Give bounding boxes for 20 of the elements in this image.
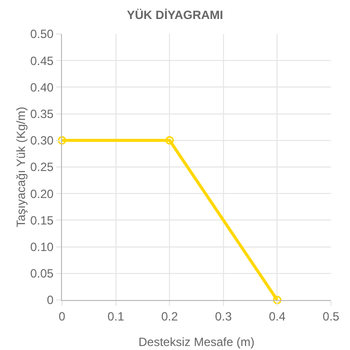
y-axis-title: Taşıyacağı Yük (Kg/m) [14, 106, 28, 228]
x-tick-label: 0 [58, 309, 66, 324]
y-tick-label: 0 [46, 293, 54, 308]
y-tick-label: 0.10 [30, 240, 54, 254]
y-tick-label: 0.45 [30, 54, 54, 68]
y-tick-label: 0.25 [30, 160, 54, 174]
y-tick-label: 0.30 [30, 134, 54, 148]
y-tick-label: 0.35 [30, 107, 54, 121]
chart-title: YÜK DİYAGRAMI [126, 8, 224, 22]
y-tick-label: 0.15 [30, 213, 54, 228]
y-tick-label: 0.50 [30, 27, 54, 42]
y-tick-label: 0.20 [30, 186, 54, 201]
y-tick-label: 0.05 [30, 266, 54, 281]
x-axis-title: Desteksiz Mesafe (m) [138, 335, 255, 349]
x-tick-label: 0.1 [107, 309, 124, 324]
x-tick-label: 0.4 [268, 309, 286, 324]
x-tick-label: 0.5 [322, 309, 340, 324]
x-tick-label: 0.3 [215, 309, 232, 324]
y-tick-label: 0.40 [30, 80, 54, 94]
x-tick-label: 0.2 [161, 309, 178, 324]
